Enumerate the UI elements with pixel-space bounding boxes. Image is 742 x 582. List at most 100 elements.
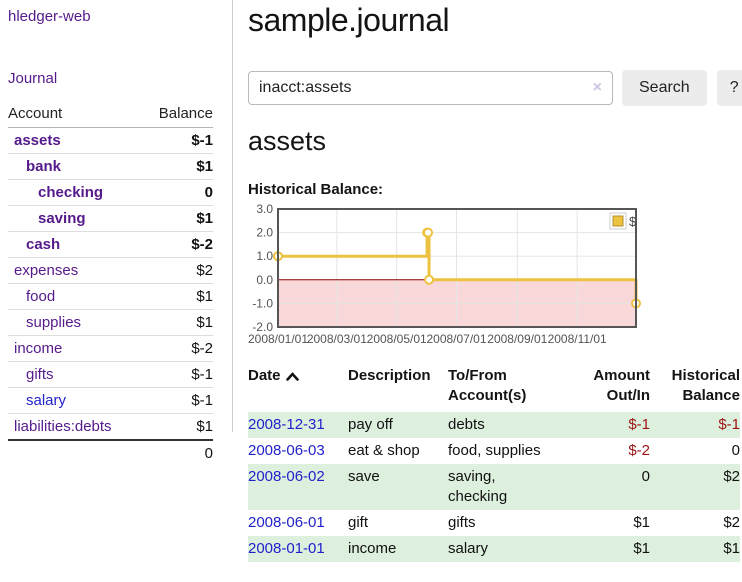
register-header-date[interactable]: Date <box>248 364 348 412</box>
transaction-date-link[interactable]: 2008-01-01 <box>248 540 325 557</box>
transaction-accounts: food, supplies <box>448 442 541 459</box>
accounts-total-row: 0 <box>8 439 213 466</box>
svg-text:2008/05/01: 2008/05/01 <box>367 332 427 346</box>
sidebar-account-link[interactable]: saving <box>38 210 86 227</box>
transaction-balance: $2 <box>723 468 740 485</box>
sidebar-item-journal[interactable]: Journal <box>8 70 58 87</box>
svg-text:3.0: 3.0 <box>256 202 273 216</box>
sidebar-account-link[interactable]: bank <box>26 158 62 175</box>
account-name-cell: gifts <box>8 361 143 388</box>
transaction-date-link[interactable]: 2008-06-01 <box>248 514 325 531</box>
transaction-amount: $1 <box>633 540 650 557</box>
accounts-header-row: Account Balance <box>8 103 213 128</box>
app-title-link[interactable]: hledger-web <box>8 8 91 25</box>
account-balance: $-2 <box>142 231 213 258</box>
transaction-date-cell: 2008-06-02 <box>248 464 348 510</box>
transaction-row: 2008-06-01 gift gifts $1 $2 <box>248 510 740 536</box>
transaction-date-cell: 2008-06-03 <box>248 438 348 464</box>
svg-text:2008/07/01: 2008/07/01 <box>426 332 486 346</box>
account-balance: $-2 <box>142 335 213 362</box>
account-row: expenses $2 <box>8 257 213 284</box>
account-name-cell: cash <box>8 231 143 258</box>
accounts-total-value: 0 <box>142 439 213 466</box>
transaction-accounts: debts <box>448 416 485 433</box>
register-header-accounts: To/From Account(s) <box>448 367 527 404</box>
register-header-amount: Amount Out/In <box>593 367 650 404</box>
transaction-description: save <box>348 468 380 485</box>
account-name-cell: saving <box>8 205 143 232</box>
sidebar-account-link[interactable]: expenses <box>14 262 79 279</box>
transaction-accounts: salary <box>448 540 489 557</box>
sidebar-account-link[interactable]: salary <box>26 392 67 409</box>
search-form: × Search ? <box>248 70 742 106</box>
account-name-cell: assets <box>8 128 143 154</box>
transaction-amount: 0 <box>641 468 650 485</box>
transaction-description: gift <box>348 514 369 531</box>
account-balance: $1 <box>142 309 213 336</box>
svg-text:2008/01/01: 2008/01/01 <box>248 332 308 346</box>
search-button[interactable]: Search <box>622 70 707 106</box>
transaction-amount: $-2 <box>628 442 650 459</box>
account-balance: 0 <box>142 179 213 206</box>
svg-text:2008/03/01: 2008/03/01 <box>307 332 367 346</box>
svg-text:2.0: 2.0 <box>256 226 273 240</box>
help-button[interactable]: ? <box>716 70 742 106</box>
account-balance: $1 <box>142 205 213 232</box>
account-row: liabilities:debts $1 <box>8 413 213 440</box>
sidebar-account-link[interactable]: checking <box>38 184 104 201</box>
accounts-header-balance: Balance <box>142 103 213 128</box>
register-header-description: Description <box>348 367 431 384</box>
svg-text:-1.0: -1.0 <box>252 296 273 310</box>
sidebar-account-link[interactable]: liabilities:debts <box>14 418 112 435</box>
account-balance: $-1 <box>142 387 213 414</box>
clear-search-icon[interactable]: × <box>592 79 602 96</box>
account-name-cell: food <box>8 283 143 310</box>
account-row: checking 0 <box>8 179 213 206</box>
transaction-balance: $2 <box>723 514 740 531</box>
svg-text:2008/09/01: 2008/09/01 <box>487 332 547 346</box>
account-balance: $-1 <box>142 361 213 388</box>
sidebar-account-link[interactable]: assets <box>14 132 61 149</box>
sidebar-account-link[interactable]: gifts <box>26 366 54 383</box>
svg-text:2008/11/01: 2008/11/01 <box>548 332 607 346</box>
chart-heading: Historical Balance: <box>248 181 384 198</box>
account-balance: $1 <box>142 283 213 310</box>
transaction-description: income <box>348 540 397 557</box>
transaction-amount: $-1 <box>628 416 650 433</box>
account-row: bank $1 <box>8 153 213 180</box>
svg-text:0.0: 0.0 <box>256 273 273 287</box>
account-row: supplies $1 <box>8 309 213 336</box>
transaction-row: 2008-12-31 pay off debts $-1 $-1 <box>248 412 740 438</box>
transaction-amount: $1 <box>633 514 650 531</box>
transaction-balance: $-1 <box>718 416 740 433</box>
svg-text:$: $ <box>629 214 637 229</box>
accounts-table: Account Balance assets $-1 bank $1 checking 0… <box>8 103 213 466</box>
transaction-date-cell: 2008-01-01 <box>248 536 348 562</box>
transaction-accounts: saving, checking <box>448 468 508 505</box>
svg-text:-2.0: -2.0 <box>252 320 273 334</box>
account-balance: $2 <box>142 257 213 284</box>
search-input[interactable] <box>248 71 613 105</box>
sidebar-account-link[interactable]: cash <box>26 236 61 253</box>
svg-text:1.0: 1.0 <box>256 249 273 263</box>
caret-up-icon <box>285 368 299 385</box>
account-name-cell: checking <box>8 179 143 206</box>
historical-balance-chart: 3.0 2.0 1.0 0.0 -1.0 -2.0 2008/01/01 2008/03/01… <box>248 202 742 348</box>
transaction-date-cell: 2008-12-31 <box>248 412 348 438</box>
transaction-date-link[interactable]: 2008-12-31 <box>248 416 325 433</box>
account-balance: $1 <box>142 413 213 440</box>
register-header-row: Date Description To/From Account(s) Amou… <box>248 364 740 412</box>
account-heading: assets <box>248 126 327 156</box>
account-name-cell: income <box>8 335 143 362</box>
account-row: saving $1 <box>8 205 213 232</box>
sidebar-account-link[interactable]: food <box>26 288 56 305</box>
transaction-date-cell: 2008-06-01 <box>248 510 348 536</box>
transaction-date-link[interactable]: 2008-06-02 <box>248 468 325 485</box>
transaction-date-link[interactable]: 2008-06-03 <box>248 442 325 459</box>
account-name-cell: expenses <box>8 257 143 284</box>
account-row: income $-2 <box>8 335 213 362</box>
sidebar-account-link[interactable]: supplies <box>26 314 82 331</box>
account-name-cell: supplies <box>8 309 143 336</box>
account-name-cell: liabilities:debts <box>8 413 143 440</box>
sidebar-account-link[interactable]: income <box>14 340 63 357</box>
